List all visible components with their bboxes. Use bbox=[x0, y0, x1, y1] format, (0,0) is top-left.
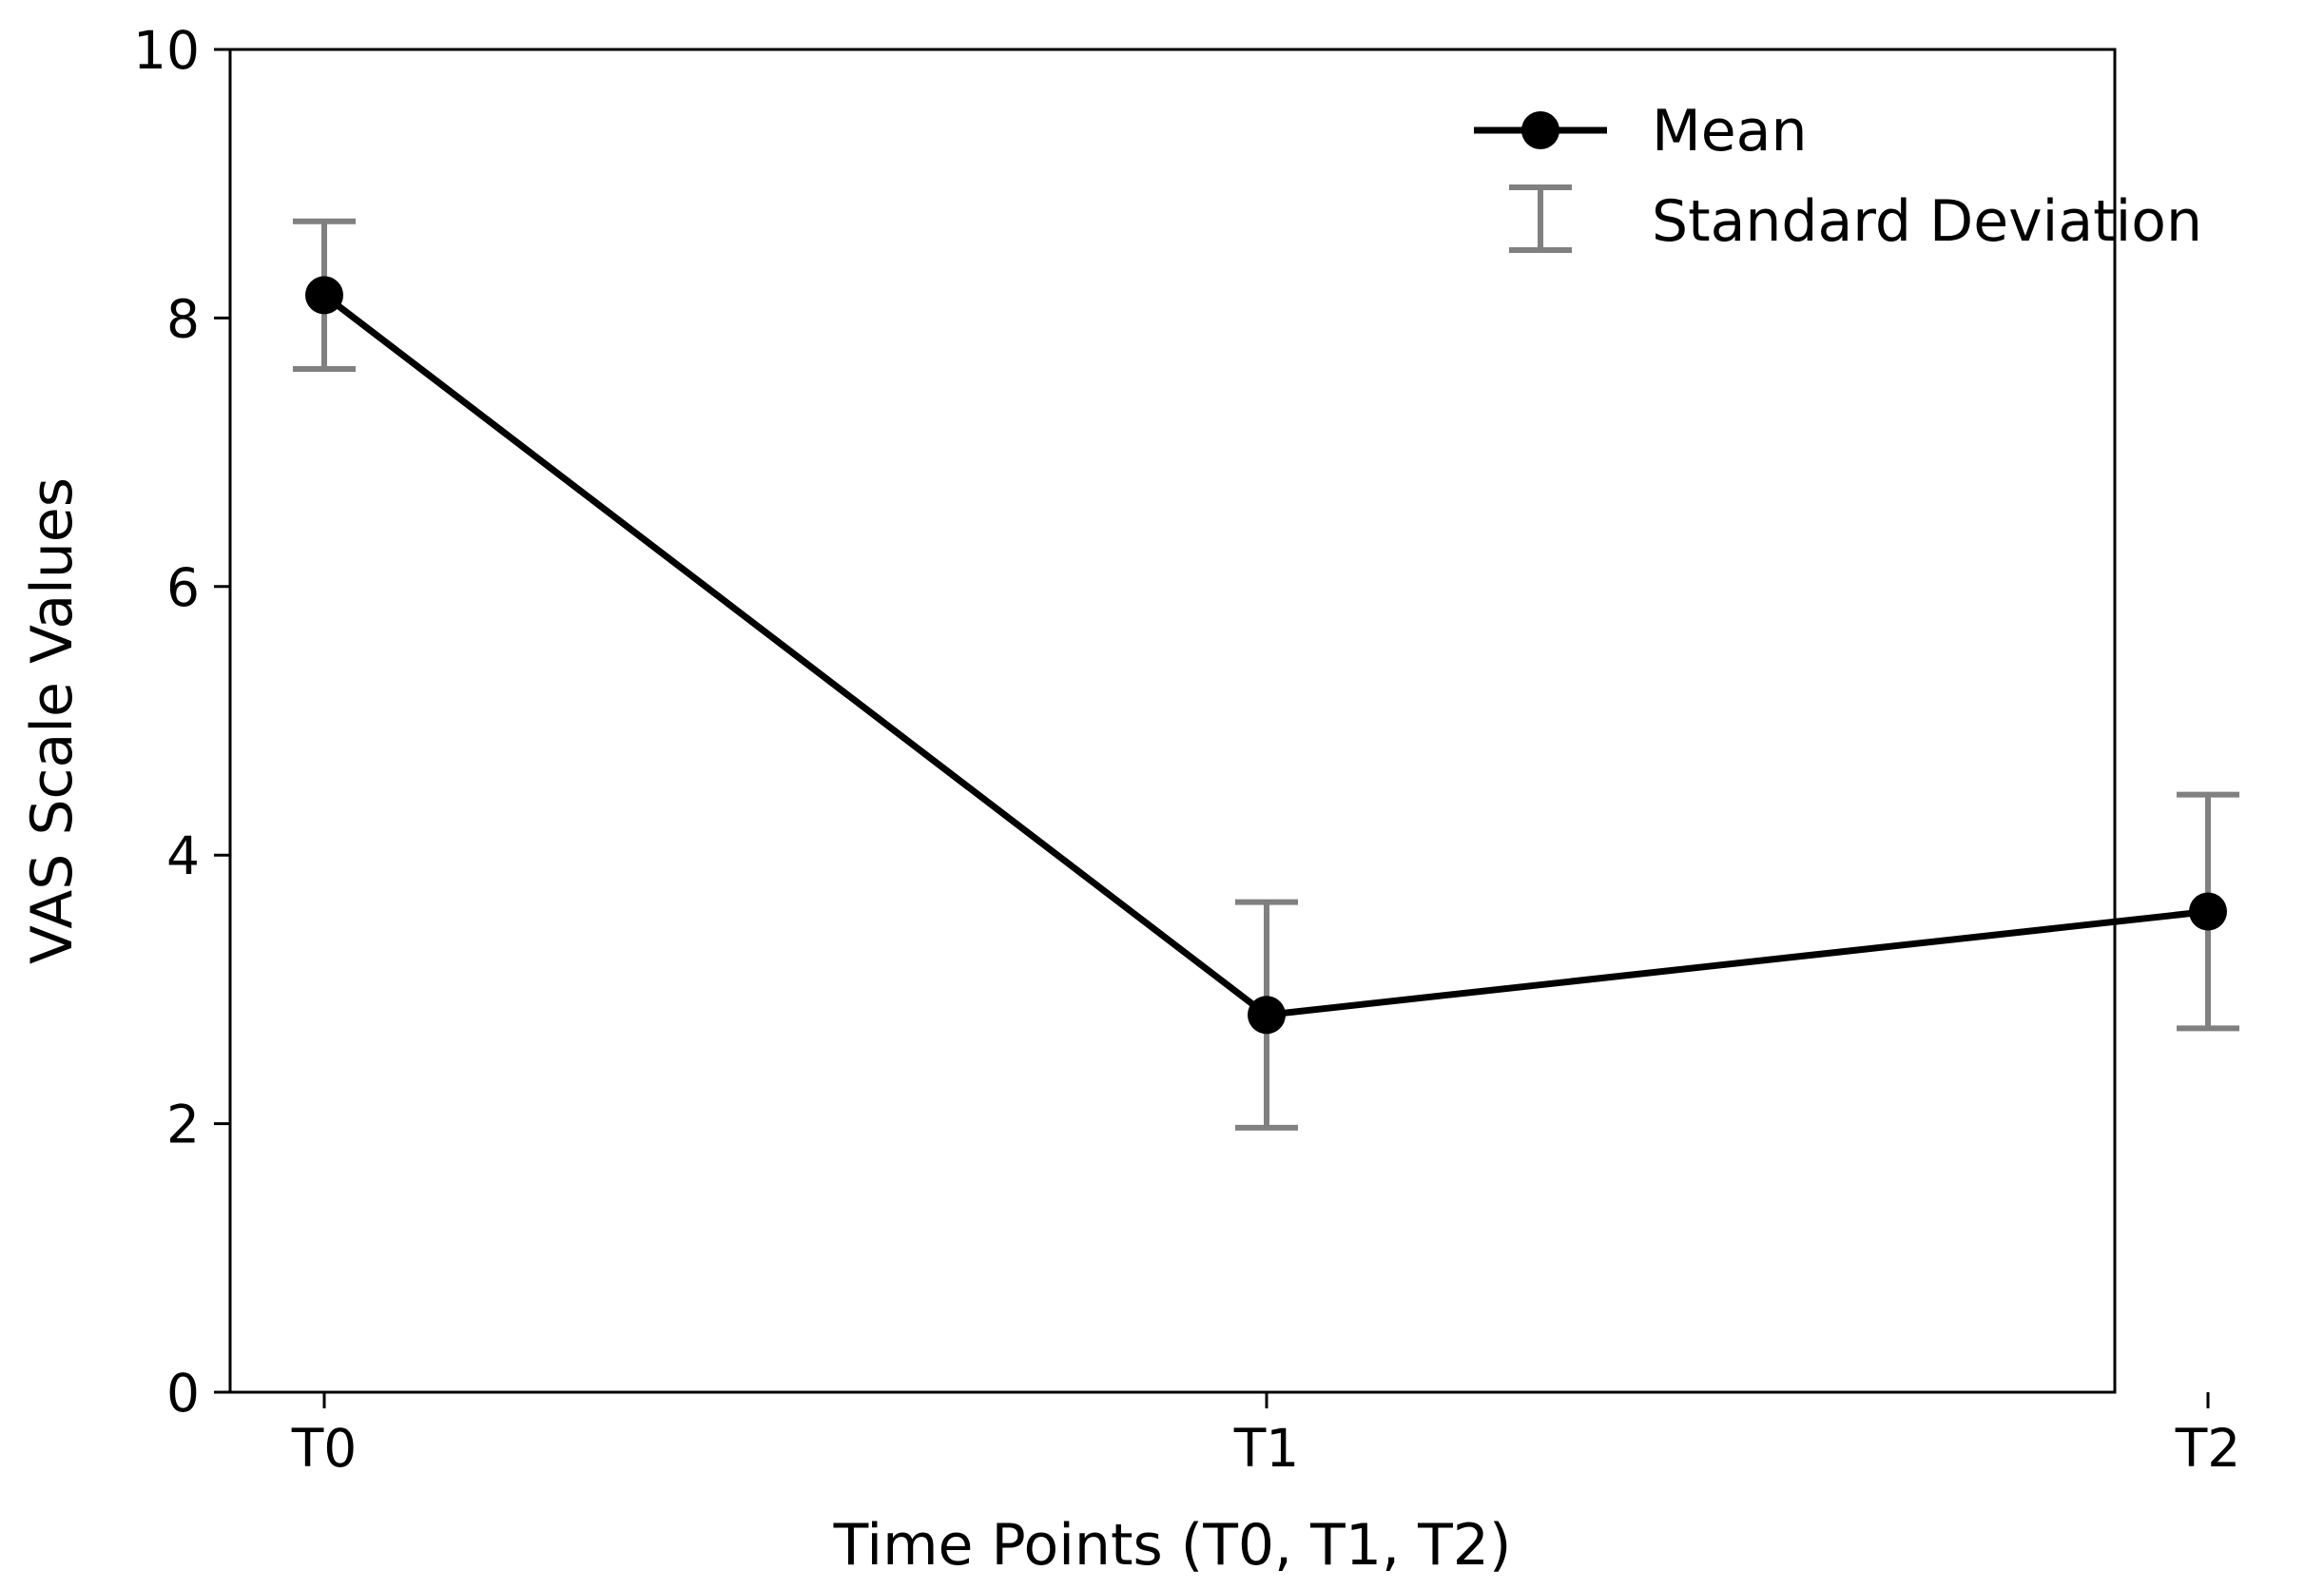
x-axis-label: Time Points (T0, T1, T2) bbox=[833, 1512, 1512, 1579]
y-tick-label-4: 4 bbox=[166, 825, 200, 886]
y-tick-label-8: 8 bbox=[166, 288, 200, 349]
mean-markers bbox=[305, 276, 2227, 1035]
x-axis-ticks: T0 T1 T2 bbox=[291, 1392, 2241, 1479]
mean-point-T1 bbox=[1248, 996, 1286, 1035]
legend: Mean Standard Deviation bbox=[1474, 98, 2202, 255]
y-tick-label-2: 2 bbox=[166, 1095, 200, 1155]
mean-point-T0 bbox=[305, 276, 343, 315]
y-tick-label-6: 6 bbox=[166, 557, 200, 618]
plot-frame bbox=[228, 48, 2117, 1394]
x-tick-label-T0: T0 bbox=[291, 1418, 358, 1479]
legend-sd-label: Standard Deviation bbox=[1652, 188, 2202, 255]
y-tick-label-10: 10 bbox=[133, 20, 200, 81]
x-tick-label-T1: T1 bbox=[1233, 1418, 1300, 1479]
x-tick-label-T2: T2 bbox=[2175, 1418, 2241, 1479]
y-axis-ticks: 0 2 4 6 8 10 bbox=[133, 20, 230, 1424]
legend-mean-label: Mean bbox=[1652, 98, 1807, 165]
legend-mean-marker bbox=[1521, 111, 1559, 149]
y-tick-label-0: 0 bbox=[166, 1363, 200, 1424]
mean-point-T2 bbox=[2189, 892, 2227, 931]
y-axis-label: VAS Scale Values bbox=[19, 477, 86, 964]
